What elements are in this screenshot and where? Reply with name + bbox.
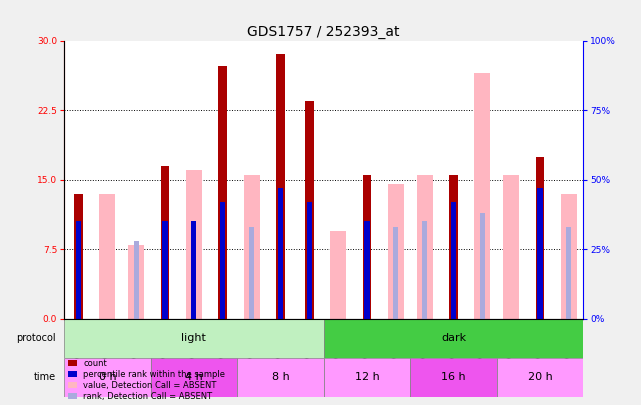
Bar [151,358,237,397]
Bar [449,175,458,319]
Bar [324,319,583,358]
Bar [64,358,151,397]
Text: dark: dark [441,333,466,343]
Bar [191,222,197,319]
Bar [330,231,346,319]
Text: 4 h: 4 h [185,373,203,382]
Bar [191,222,197,319]
Bar [133,241,139,319]
Bar [410,358,497,397]
Text: protocol: protocol [16,333,56,343]
Text: 12 h: 12 h [354,373,379,382]
Bar [249,227,254,319]
Bar [536,156,544,319]
Bar [537,188,543,319]
Bar [128,245,144,319]
Bar [422,222,428,319]
Bar [417,175,433,319]
Bar [278,188,283,319]
Bar [364,249,370,319]
Bar [74,194,83,319]
Bar [451,202,456,319]
Bar [503,175,519,319]
Bar [364,222,370,319]
Bar [76,222,81,319]
Text: 8 h: 8 h [272,373,289,382]
Bar [388,184,404,319]
Bar [219,66,227,319]
Bar [363,175,371,319]
Bar [220,202,226,319]
Bar [237,358,324,397]
Bar [474,73,490,319]
Bar [186,171,202,319]
Bar [561,194,577,319]
Bar [566,227,572,319]
Bar [324,358,410,397]
Text: 16 h: 16 h [441,373,466,382]
Legend: count, percentile rank within the sample, value, Detection Call = ABSENT, rank, : count, percentile rank within the sample… [69,358,225,401]
Bar [99,194,115,319]
Bar [497,358,583,397]
Bar [305,101,313,319]
Title: GDS1757 / 252393_at: GDS1757 / 252393_at [247,26,400,39]
Text: time: time [33,373,56,382]
Bar [393,227,399,319]
Text: light: light [181,333,206,343]
Bar [244,175,260,319]
Bar [276,54,285,319]
Bar [479,213,485,319]
Bar [161,166,169,319]
Bar [162,222,168,319]
Bar [64,319,324,358]
Bar [306,202,312,319]
Text: 20 h: 20 h [528,373,553,382]
Text: 0 h: 0 h [99,373,116,382]
